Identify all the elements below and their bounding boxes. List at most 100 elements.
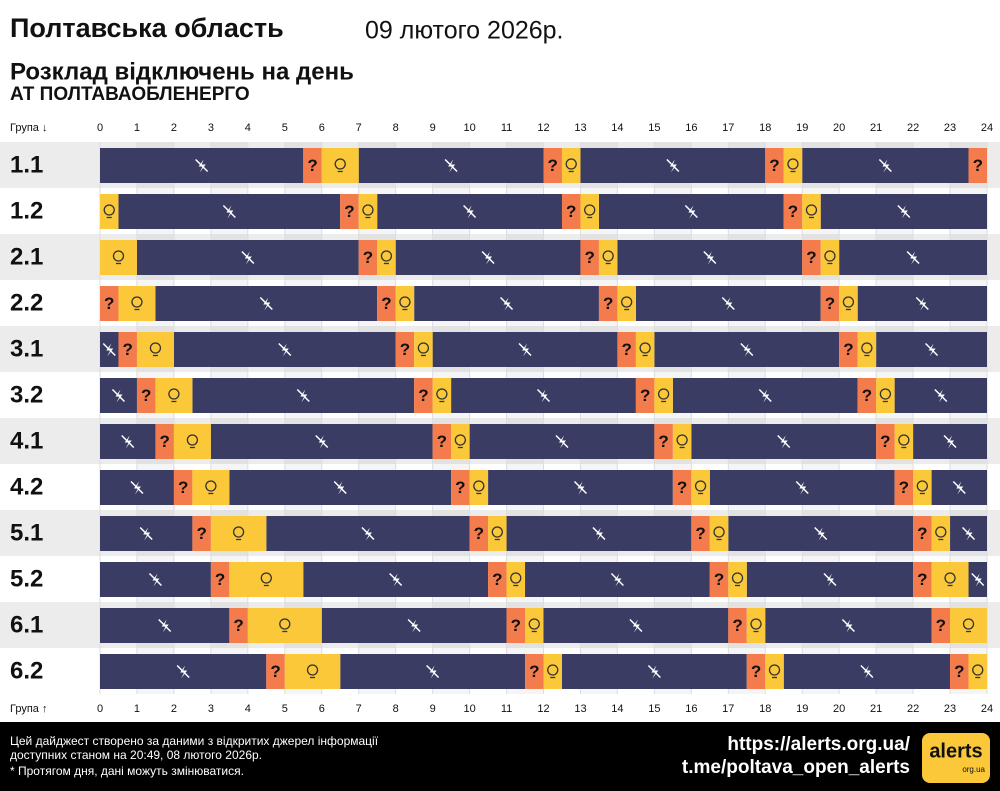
x-tick-label: 15 <box>648 703 660 715</box>
segment <box>469 516 489 551</box>
group-label: 1.2 <box>10 197 43 224</box>
logo-sub: org.ua <box>962 765 985 774</box>
x-tick-label: 9 <box>430 122 436 134</box>
icon-on <box>417 342 430 354</box>
icon-on <box>898 434 910 446</box>
segment-label: ? <box>603 294 613 313</box>
icon-on <box>602 250 614 262</box>
segment <box>377 286 396 321</box>
segment <box>950 654 969 689</box>
segment <box>561 194 581 229</box>
link[interactable]: t.me/poltava_open_alerts <box>682 757 910 778</box>
x-tick-label: 23 <box>944 122 956 134</box>
x-tick-label: 10 <box>463 703 475 715</box>
x-tick-label: 4 <box>245 122 251 134</box>
icon-off <box>878 158 892 173</box>
segment-label: ? <box>843 340 853 359</box>
segment <box>598 240 618 275</box>
x-tick-label: 1 <box>134 122 140 134</box>
segment <box>709 516 729 551</box>
x-tick-label: 19 <box>796 122 808 134</box>
icon-on <box>232 526 245 538</box>
icon-off <box>148 572 162 587</box>
segment <box>543 148 562 183</box>
x-tick-label: 24 <box>981 122 993 134</box>
icon-on <box>676 434 688 446</box>
logo-text: alerts <box>929 740 982 762</box>
icon-off <box>333 480 347 495</box>
company: АТ ПОЛТАВАОБЛЕНЕРГО <box>10 84 250 105</box>
icon-off <box>278 342 292 357</box>
icon-off <box>463 204 477 219</box>
footer-text: Цей дайджест створено за даними з відкри… <box>10 734 379 748</box>
segment-label: ? <box>455 478 465 497</box>
group-label: 1.1 <box>10 151 43 178</box>
segment <box>857 378 877 413</box>
segment <box>820 240 840 275</box>
icon-on <box>944 572 956 584</box>
hour-band <box>802 142 840 694</box>
icon-on <box>528 618 540 630</box>
icon-on <box>205 480 217 492</box>
segment-label: ? <box>880 432 890 451</box>
segment <box>672 424 692 459</box>
segment <box>598 286 618 321</box>
segment <box>118 332 137 367</box>
icon-off <box>102 342 116 357</box>
segment <box>432 424 452 459</box>
hour-band <box>876 142 914 694</box>
icon-off <box>721 296 735 311</box>
x-tick-label: 20 <box>833 122 845 134</box>
axis-label: Група ↑ <box>10 703 47 715</box>
icon-on <box>454 434 466 446</box>
segment-label: ? <box>621 340 631 359</box>
segment <box>746 654 766 689</box>
icon-on <box>491 526 503 538</box>
segment <box>451 424 470 459</box>
x-tick-label: 0 <box>97 122 103 134</box>
segment <box>543 654 562 689</box>
x-tick-label: 3 <box>208 703 214 715</box>
segment <box>210 516 267 551</box>
segment-label: ? <box>732 616 742 635</box>
icon-off <box>518 342 532 357</box>
icon-on <box>935 526 947 538</box>
segment-label: ? <box>714 570 724 589</box>
segment <box>100 240 137 275</box>
x-tick-label: 17 <box>722 703 734 715</box>
segment <box>839 332 858 367</box>
icon-off <box>823 572 837 587</box>
icon-off <box>536 388 551 403</box>
segment <box>894 470 914 505</box>
icon-off <box>906 250 920 265</box>
icon-on <box>112 250 125 262</box>
link[interactable]: https://alerts.org.ua/ <box>727 734 910 755</box>
segment <box>155 424 174 459</box>
x-tick-label: 22 <box>907 122 919 134</box>
x-tick-label: 14 <box>611 703 623 715</box>
icon-on <box>473 480 485 492</box>
icon-off <box>139 526 153 541</box>
x-tick-label: 7 <box>356 122 362 134</box>
icon-off <box>666 158 680 173</box>
x-tick-label: 23 <box>944 703 956 715</box>
segment-label: ? <box>899 478 909 497</box>
x-tick-label: 5 <box>282 122 288 134</box>
icon-off <box>610 572 624 587</box>
segment <box>229 608 248 643</box>
segment <box>691 470 710 505</box>
icon-off <box>740 342 754 357</box>
icon-on <box>731 572 744 584</box>
date: 09 лютого 2026р. <box>365 17 564 45</box>
icon-on <box>260 572 272 584</box>
segment-label: ? <box>751 662 761 681</box>
icon-off <box>130 480 144 495</box>
segment <box>691 516 710 551</box>
hour-band <box>654 142 692 694</box>
icon-on <box>362 204 374 216</box>
x-tick-label: 9 <box>430 703 436 715</box>
icon-on <box>621 296 633 308</box>
segment-label: ? <box>474 524 484 543</box>
x-tick-label: 20 <box>833 703 845 715</box>
